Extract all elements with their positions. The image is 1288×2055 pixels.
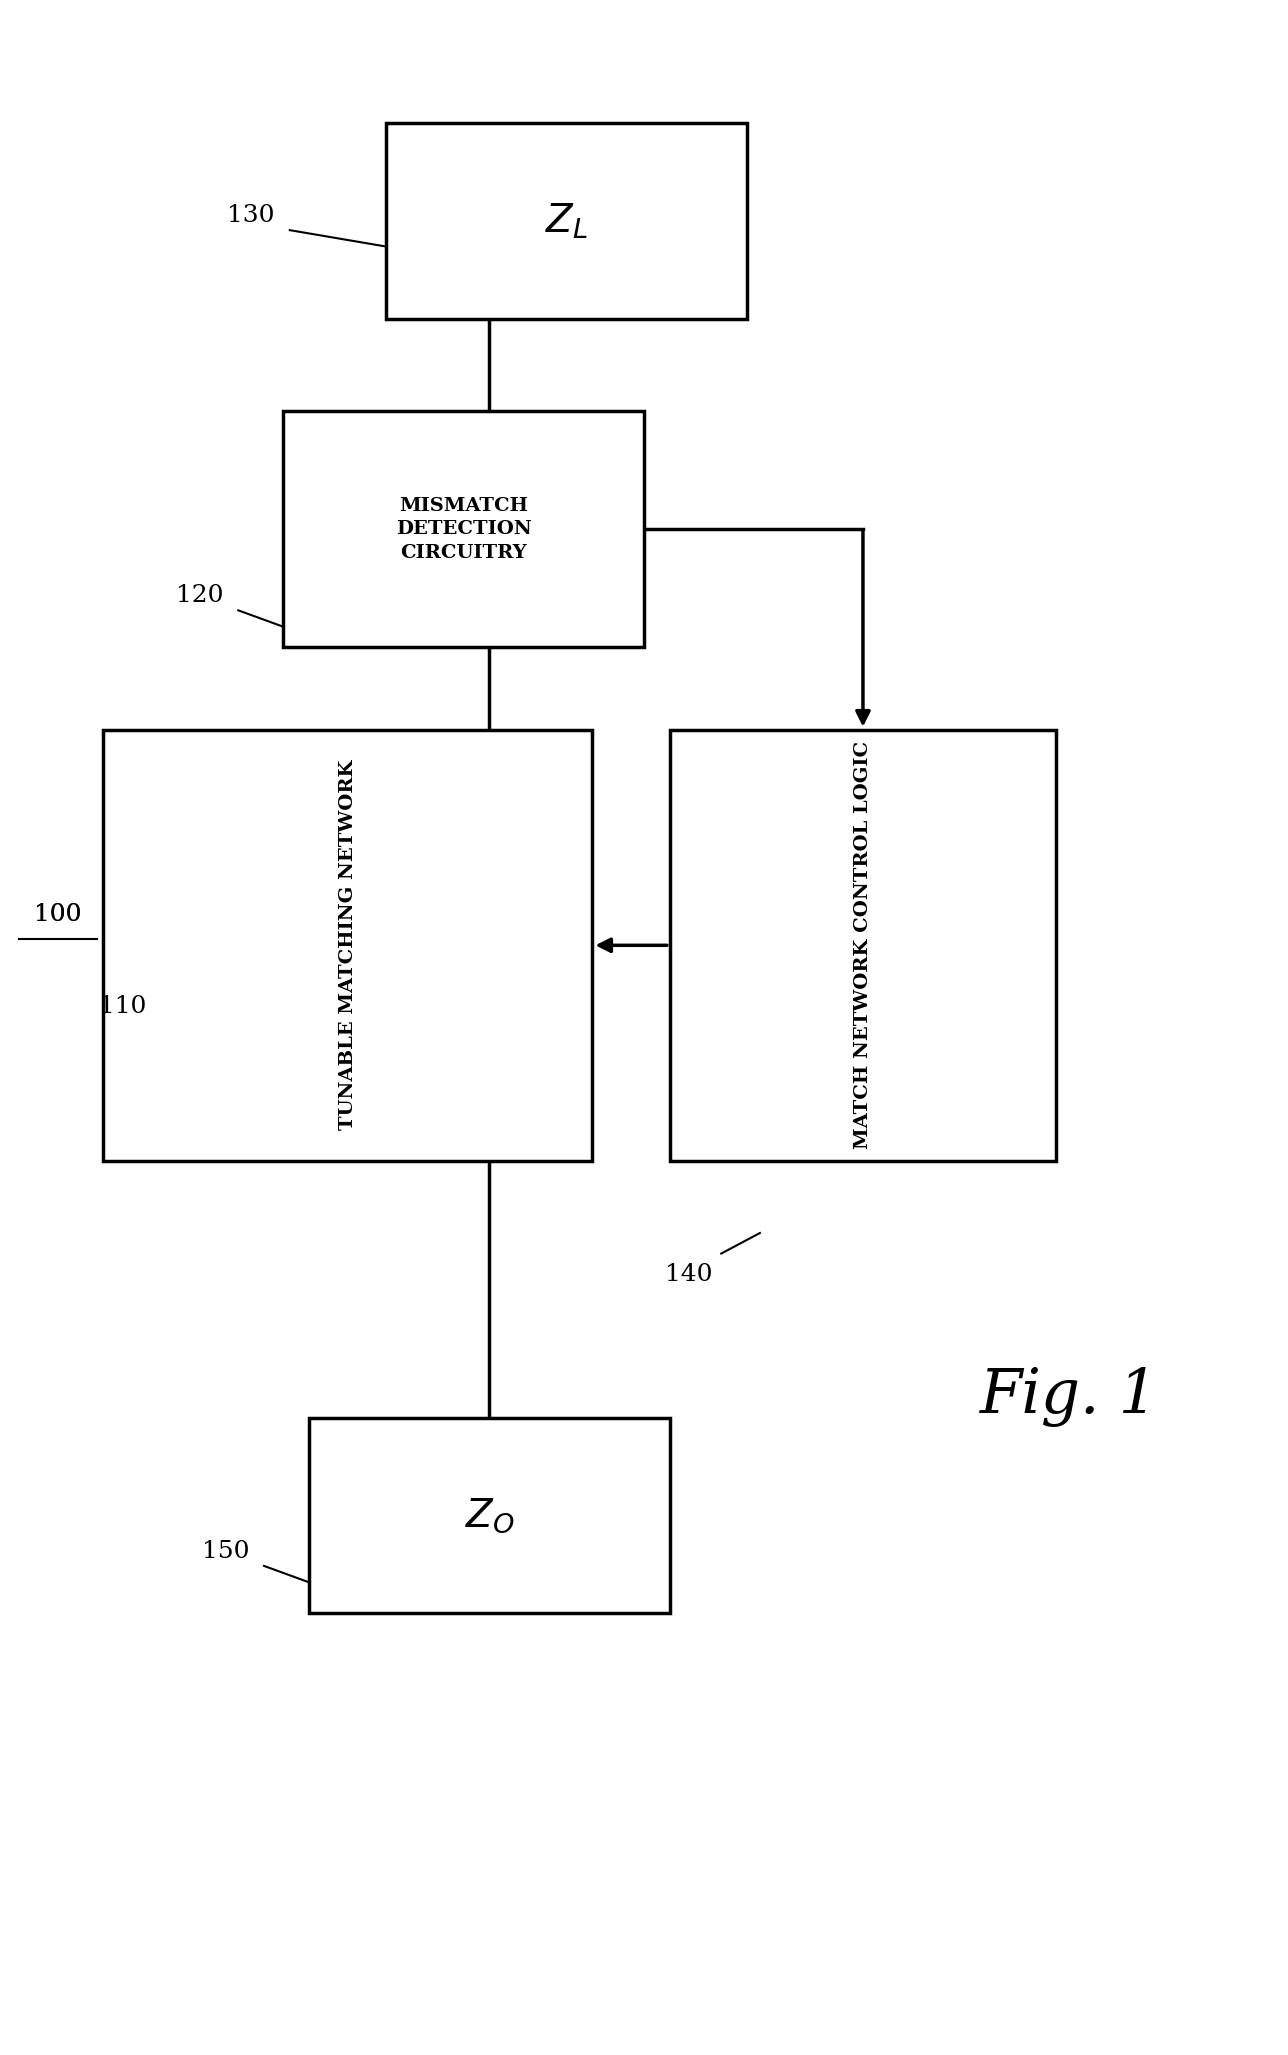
Text: 140: 140 bbox=[666, 1262, 712, 1286]
Text: 100: 100 bbox=[35, 902, 81, 927]
Text: 130: 130 bbox=[228, 203, 274, 228]
Text: Fig. 1: Fig. 1 bbox=[980, 1367, 1158, 1428]
Bar bbox=[670, 730, 1056, 1161]
Bar bbox=[103, 730, 592, 1161]
Text: 120: 120 bbox=[176, 584, 223, 608]
Text: $Z_O$: $Z_O$ bbox=[465, 1496, 514, 1535]
Bar bbox=[309, 1418, 670, 1613]
Text: 110: 110 bbox=[99, 995, 146, 1019]
Bar bbox=[386, 123, 747, 319]
Bar bbox=[283, 411, 644, 647]
Text: MATCH NETWORK CONTROL LOGIC: MATCH NETWORK CONTROL LOGIC bbox=[854, 742, 872, 1149]
Text: $Z_L$: $Z_L$ bbox=[545, 201, 589, 240]
Text: 100: 100 bbox=[35, 902, 81, 927]
Text: TUNABLE MATCHING NETWORK: TUNABLE MATCHING NETWORK bbox=[339, 760, 357, 1130]
Text: MISMATCH
DETECTION
CIRCUITRY: MISMATCH DETECTION CIRCUITRY bbox=[395, 497, 532, 561]
Text: 150: 150 bbox=[202, 1539, 249, 1564]
